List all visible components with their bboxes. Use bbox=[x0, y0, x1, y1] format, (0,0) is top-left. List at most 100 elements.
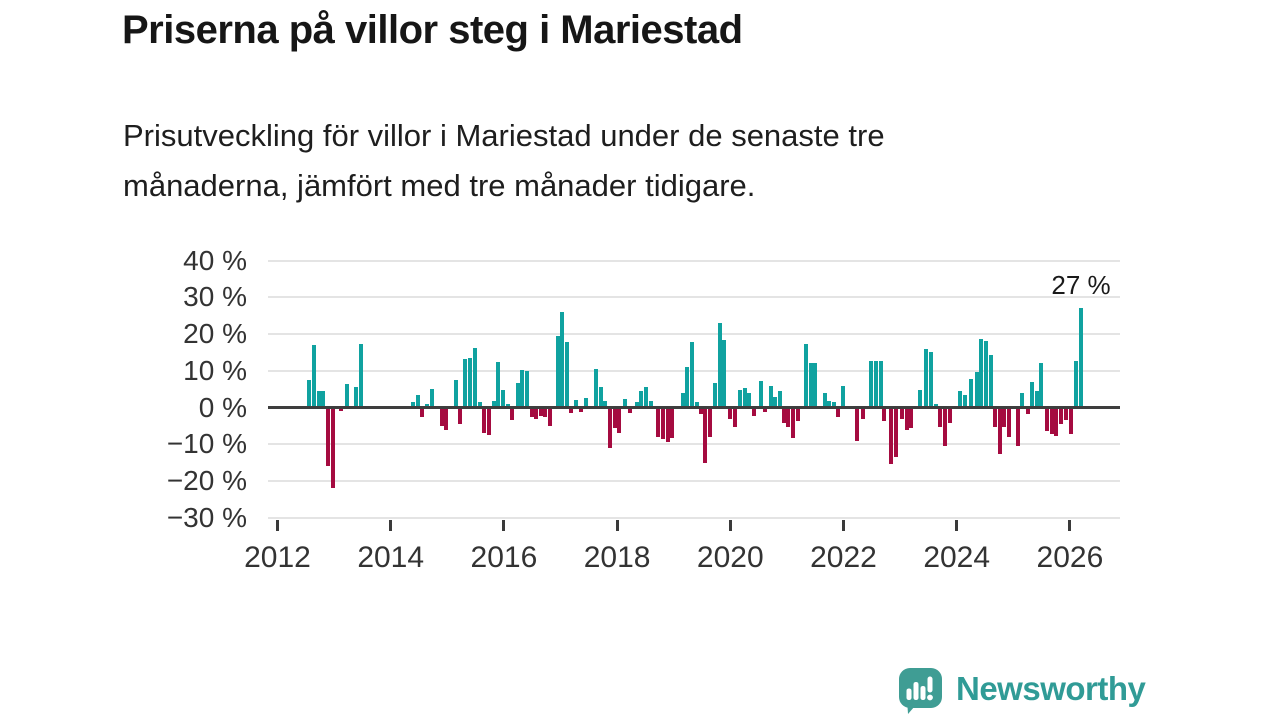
bar bbox=[763, 407, 768, 413]
bar bbox=[623, 399, 627, 408]
bar bbox=[962, 394, 967, 408]
bar bbox=[1054, 407, 1059, 436]
bar bbox=[1020, 392, 1025, 408]
chart-subtitle-line1: Prisutveckling för villor i Mariestad un… bbox=[123, 118, 885, 153]
bar bbox=[1068, 407, 1073, 435]
bar bbox=[795, 407, 800, 421]
bar bbox=[813, 363, 818, 408]
bar bbox=[707, 407, 712, 438]
bar bbox=[1038, 363, 1043, 408]
bar bbox=[573, 400, 578, 408]
bar bbox=[1034, 391, 1039, 408]
bar bbox=[579, 407, 584, 412]
x-tick-label: 2014 bbox=[357, 541, 425, 574]
bar bbox=[904, 407, 909, 430]
bar bbox=[1078, 308, 1083, 408]
bar bbox=[938, 407, 943, 427]
bar bbox=[520, 369, 524, 408]
bar bbox=[644, 386, 648, 408]
last-value-annotation: 27 % bbox=[1051, 270, 1111, 301]
bar bbox=[496, 362, 501, 408]
bar bbox=[685, 366, 690, 408]
bar bbox=[453, 380, 458, 408]
x-tick-label: 2026 bbox=[1036, 541, 1104, 574]
bar bbox=[947, 407, 952, 424]
bar bbox=[782, 407, 787, 424]
bar bbox=[737, 389, 742, 408]
bar bbox=[690, 342, 695, 408]
newsworthy-logo: Newsworthy bbox=[896, 666, 1146, 719]
bar bbox=[463, 359, 468, 408]
bar bbox=[752, 407, 757, 416]
bar bbox=[924, 349, 929, 408]
bar bbox=[547, 407, 552, 426]
bar bbox=[1059, 407, 1064, 424]
x-tick-label: 2020 bbox=[696, 541, 764, 574]
y-tick-label: −30 % bbox=[166, 501, 247, 533]
x-tick-label: 2024 bbox=[923, 541, 991, 574]
bar bbox=[717, 323, 722, 408]
bar bbox=[321, 391, 326, 408]
bar bbox=[482, 407, 487, 434]
bar bbox=[703, 407, 708, 463]
bar bbox=[415, 395, 420, 408]
bar bbox=[988, 355, 993, 408]
y-tick-label: −20 % bbox=[166, 464, 247, 496]
bar bbox=[874, 360, 879, 408]
x-tick-label: 2018 bbox=[583, 541, 651, 574]
bar bbox=[627, 407, 632, 414]
bar bbox=[728, 407, 733, 419]
bar bbox=[888, 407, 893, 465]
bar bbox=[882, 407, 887, 422]
bar bbox=[307, 380, 312, 408]
bar bbox=[933, 403, 938, 408]
gridline bbox=[268, 479, 1120, 482]
bar bbox=[424, 403, 429, 408]
bar bbox=[439, 407, 444, 426]
brand-name: Newsworthy bbox=[956, 670, 1146, 707]
bar bbox=[878, 360, 883, 408]
bar bbox=[1074, 360, 1079, 408]
bar bbox=[943, 407, 948, 447]
bar bbox=[634, 401, 639, 408]
bar bbox=[827, 400, 832, 408]
bar bbox=[501, 390, 506, 408]
y-tick-label: 40 % bbox=[183, 244, 247, 276]
bar bbox=[565, 342, 570, 408]
bar bbox=[742, 388, 747, 408]
x-tick-mark bbox=[502, 520, 506, 531]
gridline bbox=[268, 516, 1120, 519]
bar bbox=[515, 382, 520, 408]
bar bbox=[699, 407, 704, 414]
bar bbox=[560, 312, 565, 408]
bar bbox=[543, 407, 548, 417]
bar bbox=[836, 407, 841, 417]
bar bbox=[993, 407, 998, 427]
bar bbox=[345, 384, 350, 408]
bar bbox=[722, 340, 727, 408]
bar bbox=[411, 402, 416, 408]
bar bbox=[983, 341, 988, 408]
bar bbox=[598, 386, 603, 408]
x-tick-mark bbox=[728, 520, 732, 531]
bar bbox=[534, 407, 539, 420]
gridline bbox=[268, 296, 1120, 299]
bar bbox=[680, 393, 685, 408]
bar bbox=[457, 407, 462, 424]
y-tick-label: 30 % bbox=[183, 281, 247, 313]
x-tick-mark bbox=[615, 520, 619, 531]
bar bbox=[608, 407, 613, 449]
y-tick-label: −10 % bbox=[166, 428, 247, 460]
bar bbox=[808, 363, 813, 408]
x-tick-label: 2016 bbox=[470, 541, 538, 574]
bar bbox=[855, 407, 860, 441]
bar bbox=[832, 402, 837, 408]
y-tick-label: 10 % bbox=[183, 354, 247, 386]
bar bbox=[617, 407, 622, 434]
bar bbox=[713, 382, 717, 408]
x-tick-mark bbox=[842, 520, 845, 531]
bar bbox=[917, 389, 922, 408]
bar bbox=[790, 407, 795, 439]
bar bbox=[603, 401, 608, 408]
bar bbox=[969, 379, 974, 408]
